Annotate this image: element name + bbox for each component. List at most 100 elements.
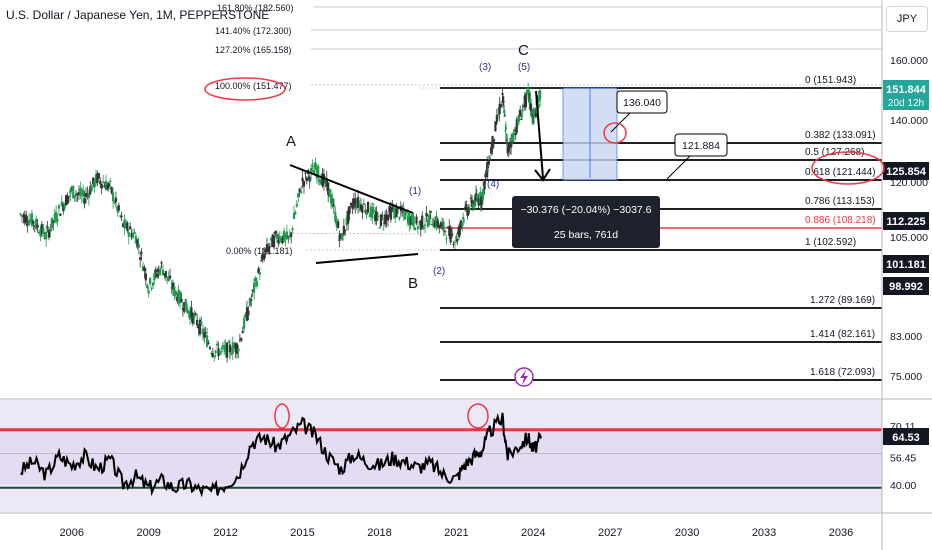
candle-body [70,187,73,189]
candle-body [413,227,417,231]
candle-body [325,178,328,187]
candle-body [494,121,497,132]
candle-body [319,179,323,185]
candle-body [120,215,123,218]
candle-body [230,352,233,355]
candle-body [398,217,401,219]
candle-body [534,113,537,117]
candle-body [247,310,250,316]
candle-body [211,353,214,357]
candle-body [137,244,140,248]
candle-body [351,204,354,209]
fib-level-label: 0 (151.943) [805,75,856,86]
fib-level-label: 1.272 (89.169) [810,295,875,306]
candle-body [467,207,470,215]
candle-body [502,96,505,104]
candle-body [251,289,254,292]
highlight-ellipse [811,151,885,185]
candle-body [176,296,179,302]
currency-button[interactable]: JPY [886,6,928,32]
candle-body [374,214,377,222]
candle-body [214,350,217,354]
fib-level-label: 1.414 (82.161) [810,329,875,340]
candle-body [73,195,76,198]
highlight-ellipse [204,77,286,101]
wave-label: (5) [518,62,530,73]
triangle-upper-line [289,164,414,214]
rsi-tick: 40.00 [890,480,916,492]
candle-body [146,284,149,289]
candle-body [180,298,183,303]
candle-body [184,298,187,310]
price-badge-text: 101.181 [886,259,926,271]
candle-body [368,215,371,217]
candle-body [60,201,63,206]
candle-body [131,233,135,238]
price-badge [883,277,929,295]
candle-body [321,173,324,187]
candle-body [317,165,320,178]
candle-body [441,222,444,225]
x-tick: 2027 [598,527,622,539]
candle-body [384,214,387,225]
candle-body [139,257,142,260]
candle-body [143,267,146,272]
candle-body [455,236,458,241]
candle-body [324,178,327,183]
candle-body [234,343,237,352]
candle-body [465,204,468,210]
candle-body [245,307,249,321]
x-tick: 2012 [213,527,237,539]
candle-body [67,195,71,197]
candle-body [208,347,212,349]
candle-body [348,206,351,214]
candle-body [297,193,300,198]
candle-body [163,273,166,276]
price-badge-text: 125.854 [886,166,927,178]
candle-body [231,342,234,354]
candle-body [104,181,108,191]
candle-body [30,213,34,226]
annotations: A B C (1) (2) (3) (4) (5) −30.376 (−20.04%) −303… [204,42,885,429]
measure-line-2: 25 bars, 761d [554,229,618,241]
candle-body [419,220,422,230]
candle-body [123,219,126,229]
candle-body [300,191,303,193]
candle-body [183,302,186,313]
candle-body [305,177,308,182]
candle-body [237,348,240,352]
rsi-badge [883,428,929,445]
candle-body [99,180,102,185]
candle-body [391,206,394,211]
candle-body [508,143,512,147]
candle-body [63,204,66,209]
candle-body [503,115,506,117]
candle-body [421,215,424,228]
candle-body [528,93,531,103]
candle-body [227,342,230,344]
candle-body [50,217,53,229]
candle-body [386,214,390,221]
rsi-pane[interactable] [0,400,882,512]
candle-body [415,216,418,224]
candle-body [412,215,415,227]
candle-body [302,180,306,187]
candle-body [134,236,137,244]
candle-body [404,212,407,220]
candle-body [504,130,507,132]
wave-label: (4) [487,179,499,190]
price-pane[interactable]: 161.80% (182.560) 141.40% (172.300) 127.20… [19,3,882,381]
candle-body [203,333,206,338]
candle-body [327,182,330,195]
candle-body [385,214,388,221]
candle-body [498,103,501,114]
callout-pointer [666,155,691,180]
candle-body [301,177,304,182]
candle-body [191,313,194,324]
candle-body [395,208,398,218]
candle-body [314,162,317,170]
fib-level-label: 0.618 (121.444) [805,167,876,178]
measure-tooltip [512,196,660,248]
fib-extension-label: 127.20% (165.158) [215,45,292,55]
